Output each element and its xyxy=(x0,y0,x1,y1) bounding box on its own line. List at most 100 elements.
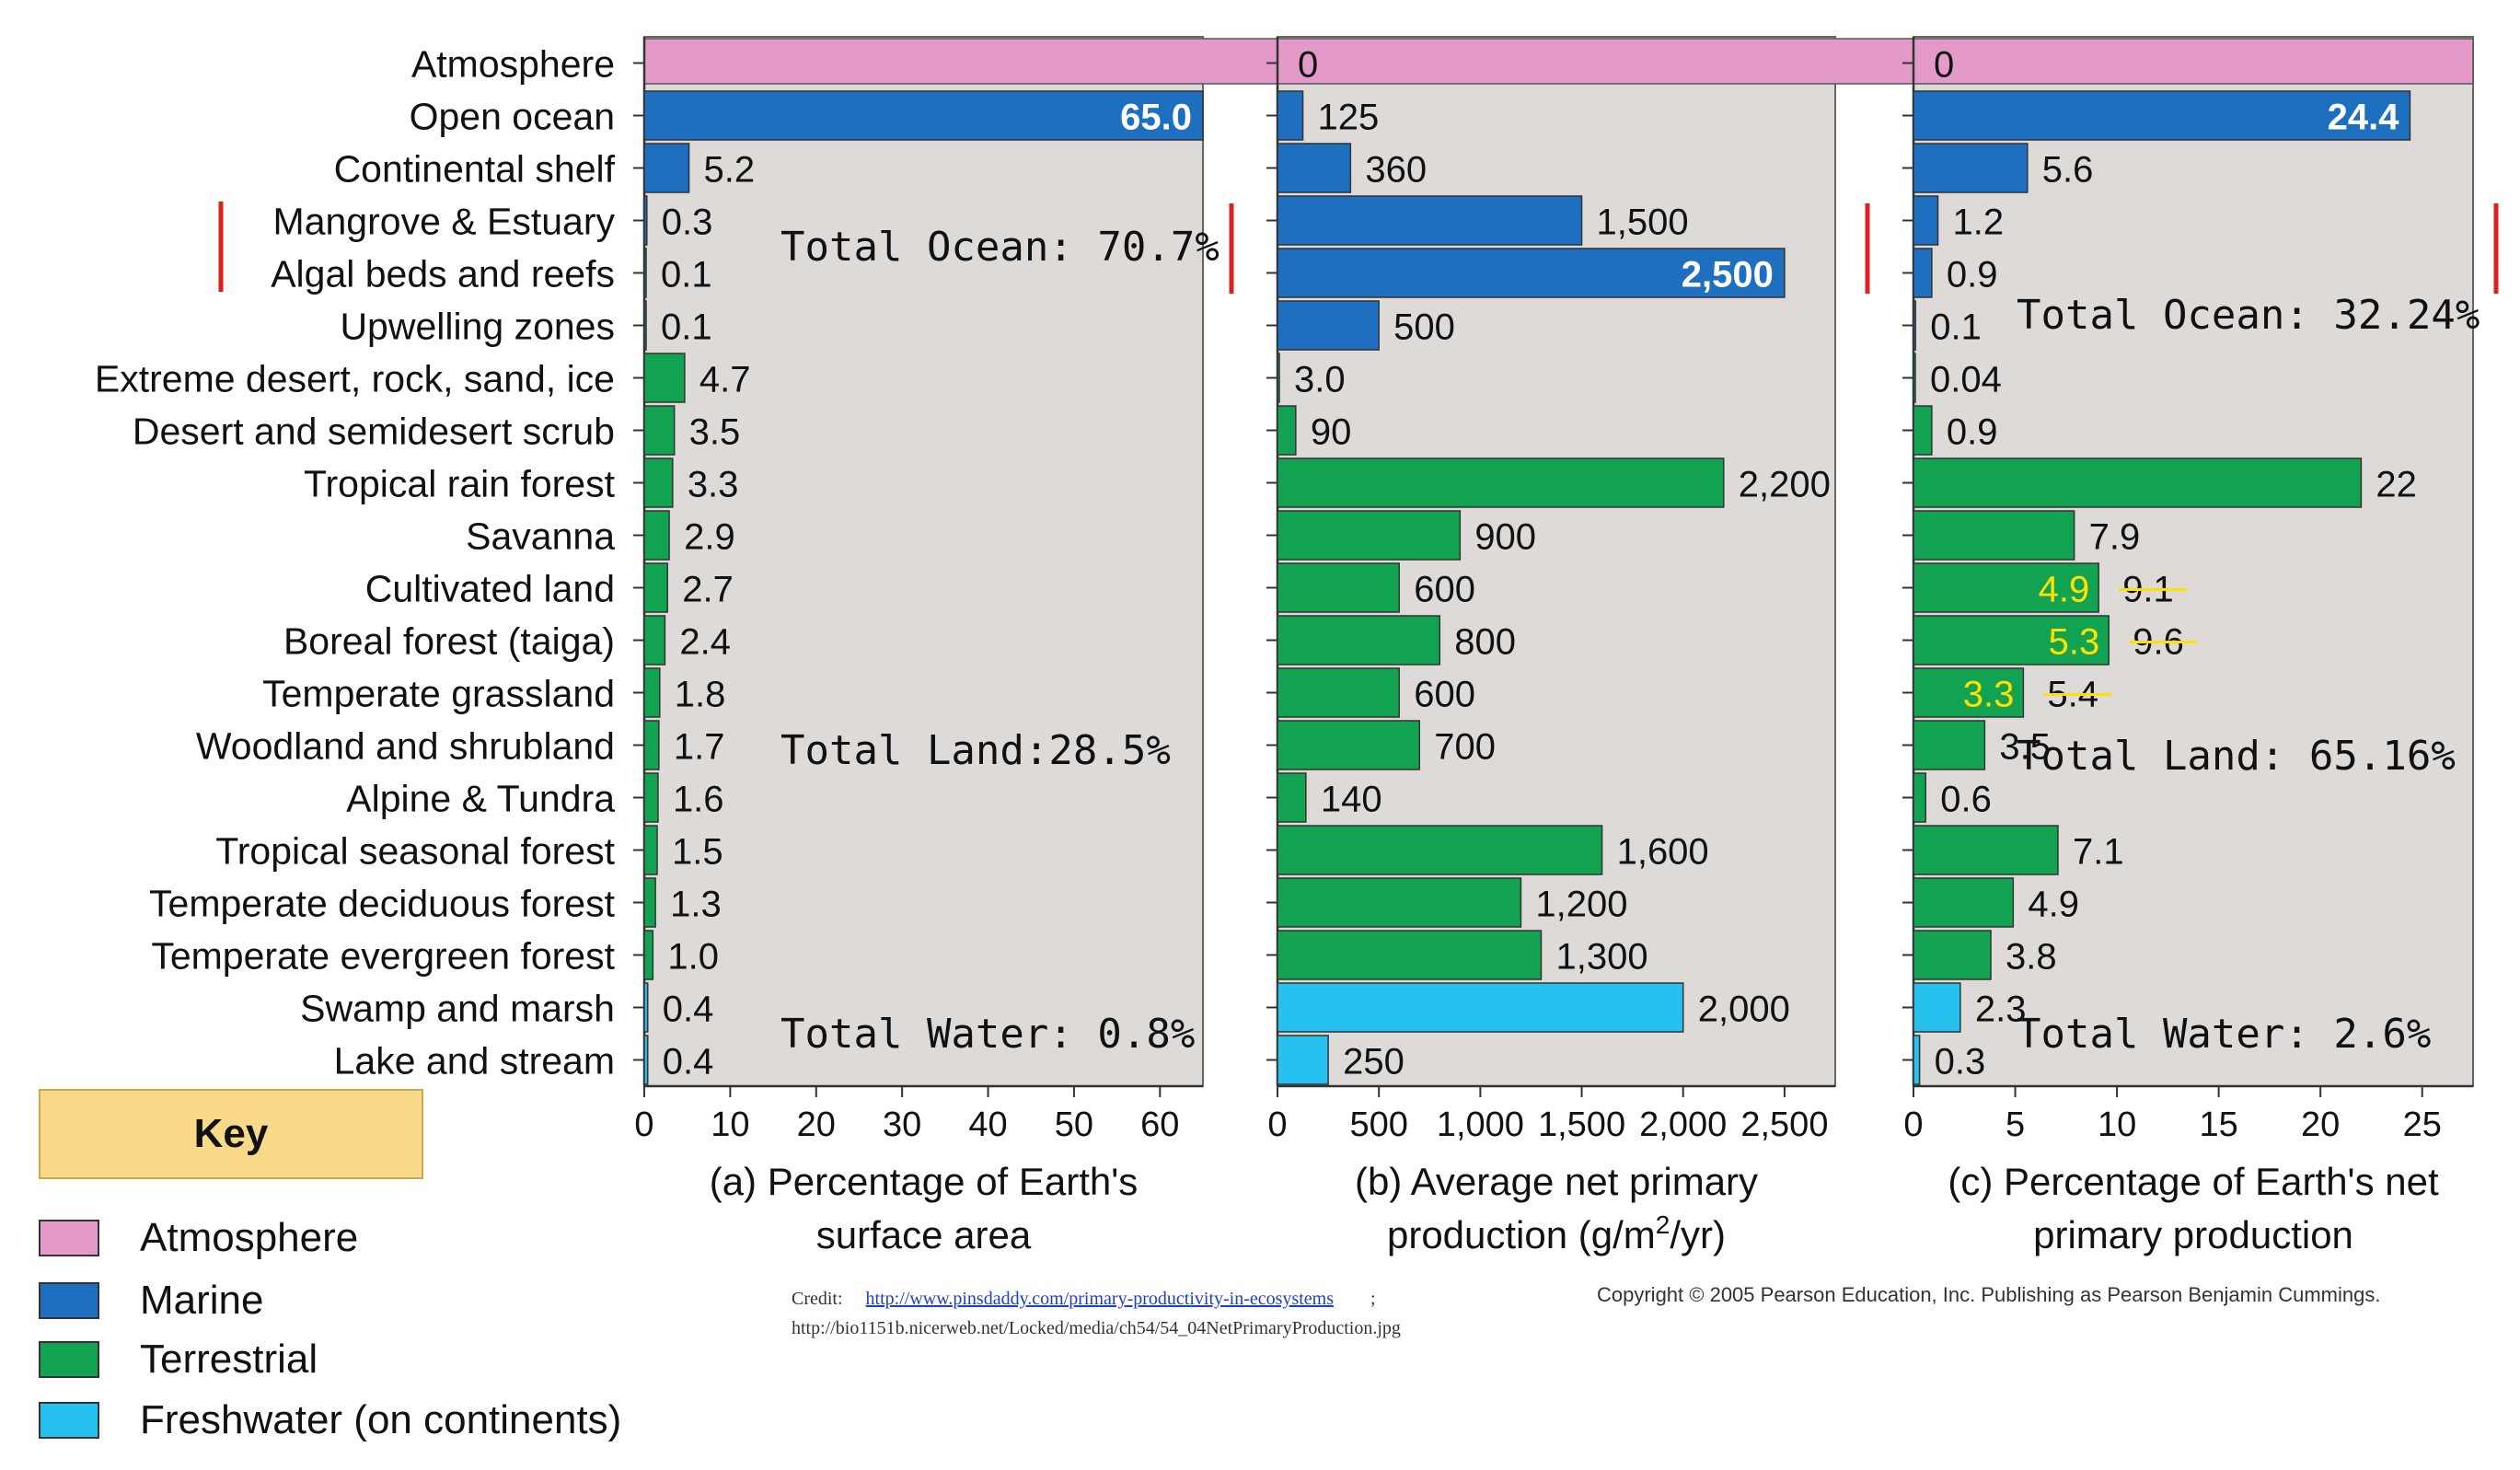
bar-value-label: 1.2 xyxy=(1953,203,2005,243)
bar-value-label: 1.3 xyxy=(670,885,722,925)
bar-value-label: 1,300 xyxy=(1555,937,1647,978)
bar xyxy=(1913,353,1916,403)
correction-label: 5.3 xyxy=(2049,622,2100,663)
x-axis-title: primary production xyxy=(2033,1213,2353,1256)
bar xyxy=(1913,667,2025,718)
x-axis-title: (c) Percentage of Earth's net xyxy=(1948,1160,2439,1203)
bar-value-label: 900 xyxy=(1474,517,1536,558)
bar-value-label: 600 xyxy=(1414,675,1475,715)
bar xyxy=(1913,90,2411,141)
bar xyxy=(1913,300,1916,351)
x-axis-title: surface area xyxy=(816,1213,1032,1256)
total-annotation: Total Water: 2.6% xyxy=(2017,1011,2431,1058)
bar-value-label: 360 xyxy=(1365,150,1427,191)
legend-label-marine: Marine xyxy=(140,1278,264,1323)
legend-item-atmosphere: Atmosphere xyxy=(39,1215,358,1261)
bar-value-label: 0.6 xyxy=(1940,780,1992,820)
bar xyxy=(643,457,674,508)
bar-value-label: 800 xyxy=(1454,622,1516,663)
bar-value-label: 4.9 xyxy=(2028,885,2079,925)
bar-value-label: 5.6 xyxy=(2042,150,2094,191)
bar xyxy=(643,930,654,980)
bar-value-label: 3.0 xyxy=(1294,360,1346,400)
x-tick-label: 2,000 xyxy=(1639,1105,1727,1144)
atmosphere-bar xyxy=(1277,38,1914,85)
x-tick-label: 20 xyxy=(797,1105,836,1144)
bar xyxy=(643,877,656,928)
category-label: Upwelling zones xyxy=(340,306,615,348)
bar xyxy=(1913,877,2015,928)
x-tick-label: 10 xyxy=(711,1105,749,1144)
bar xyxy=(1277,720,1421,770)
credit-line: Credit: http://www.pinsdaddy.com/primary… xyxy=(792,1289,1376,1310)
bar xyxy=(1277,615,1441,666)
x-tick-label: 25 xyxy=(2403,1105,2442,1144)
bar-value-label: 0.4 xyxy=(663,1042,714,1082)
bar xyxy=(643,982,649,1033)
credit-separator: ; xyxy=(1370,1289,1376,1309)
x-tick-label: 0 xyxy=(634,1105,653,1144)
bar xyxy=(1277,90,1304,141)
bar xyxy=(1913,930,1992,980)
bar xyxy=(1913,720,1986,770)
bar-value-label: 1.5 xyxy=(672,832,723,873)
bar xyxy=(1913,510,2075,561)
bar-value-label: 7.9 xyxy=(2089,517,2141,558)
bar xyxy=(643,248,647,298)
correction-label: 4.9 xyxy=(2039,570,2090,610)
bar xyxy=(643,667,661,718)
bar-value-label: 2,200 xyxy=(1739,465,1831,505)
x-axis-title: production (g/m2/yr) xyxy=(1387,1210,1726,1256)
legend-item-freshwater: Freshwater (on continents) xyxy=(39,1397,621,1443)
x-axis-title: (a) Percentage of Earth's xyxy=(710,1160,1139,1203)
category-label: Savanna xyxy=(466,515,615,558)
bar-value-label: 1,500 xyxy=(1597,203,1689,243)
bar-value-label: 0.04 xyxy=(1930,360,2002,400)
category-label: Temperate grassland xyxy=(262,673,615,715)
panel-a: 65.0 5.2 0.3 0.1 0.1 4.7 3.5 3.3 2.9 2.7 2.4 1.8 1.7… xyxy=(633,36,1278,1256)
bar xyxy=(1277,457,1725,508)
bar xyxy=(643,405,676,456)
bar-value-label: 90 xyxy=(1311,412,1352,453)
bar-value-label: 500 xyxy=(1393,307,1455,348)
credit-path: http://bio1151b.nicerweb.net/Locked/medi… xyxy=(792,1318,1401,1338)
bar-value-label: 0.3 xyxy=(1935,1042,1986,1082)
legend-label-freshwater: Freshwater (on continents) xyxy=(140,1397,622,1442)
credit-label: Credit: xyxy=(792,1289,843,1309)
bar xyxy=(1913,195,1939,246)
x-tick-label: 20 xyxy=(2301,1105,2340,1144)
x-tick-label: 1,500 xyxy=(1538,1105,1625,1144)
legend-label-atmosphere: Atmosphere xyxy=(140,1215,359,1260)
bar-value-label: 250 xyxy=(1343,1042,1404,1082)
legend-swatch-atmosphere xyxy=(39,1220,99,1256)
bar-value-label: 600 xyxy=(1414,570,1475,610)
atmosphere-bar xyxy=(1913,38,2474,85)
atmosphere-value-label: 0 xyxy=(1934,45,1954,86)
bar xyxy=(1277,562,1400,613)
category-label: Extreme desert, rock, sand, ice xyxy=(95,358,615,400)
correction-label: 3.3 xyxy=(1963,675,2015,715)
panel-b: 01253601,5002,5005003.0902,2009006008006… xyxy=(1229,36,1914,1256)
bar xyxy=(1277,982,1684,1033)
x-tick-label: 60 xyxy=(1140,1105,1179,1144)
bar xyxy=(1913,248,1933,298)
category-label: Woodland and shrubland xyxy=(196,725,615,768)
bar-value-label: 2,500 xyxy=(1682,255,1774,295)
bar-value-label: 140 xyxy=(1321,780,1382,820)
bar-value-label: 0.1 xyxy=(1930,307,1982,348)
bar xyxy=(1913,825,2059,875)
bar xyxy=(1277,825,1603,875)
x-tick-label: 50 xyxy=(1055,1105,1093,1144)
x-tick-label: 500 xyxy=(1349,1105,1407,1144)
category-label: Swamp and marsh xyxy=(300,988,615,1030)
bar xyxy=(643,510,670,561)
bar xyxy=(1913,405,1933,456)
bar xyxy=(1913,615,2110,666)
x-tick-label: 5 xyxy=(2006,1105,2025,1144)
category-label: Tropical rain forest xyxy=(304,463,616,505)
bar-value-label: 3.5 xyxy=(689,412,741,453)
credit-link[interactable]: http://www.pinsdaddy.com/primary-product… xyxy=(865,1289,1334,1309)
x-tick-label: 0 xyxy=(1903,1105,1923,1144)
category-label: Cultivated land xyxy=(365,568,615,610)
